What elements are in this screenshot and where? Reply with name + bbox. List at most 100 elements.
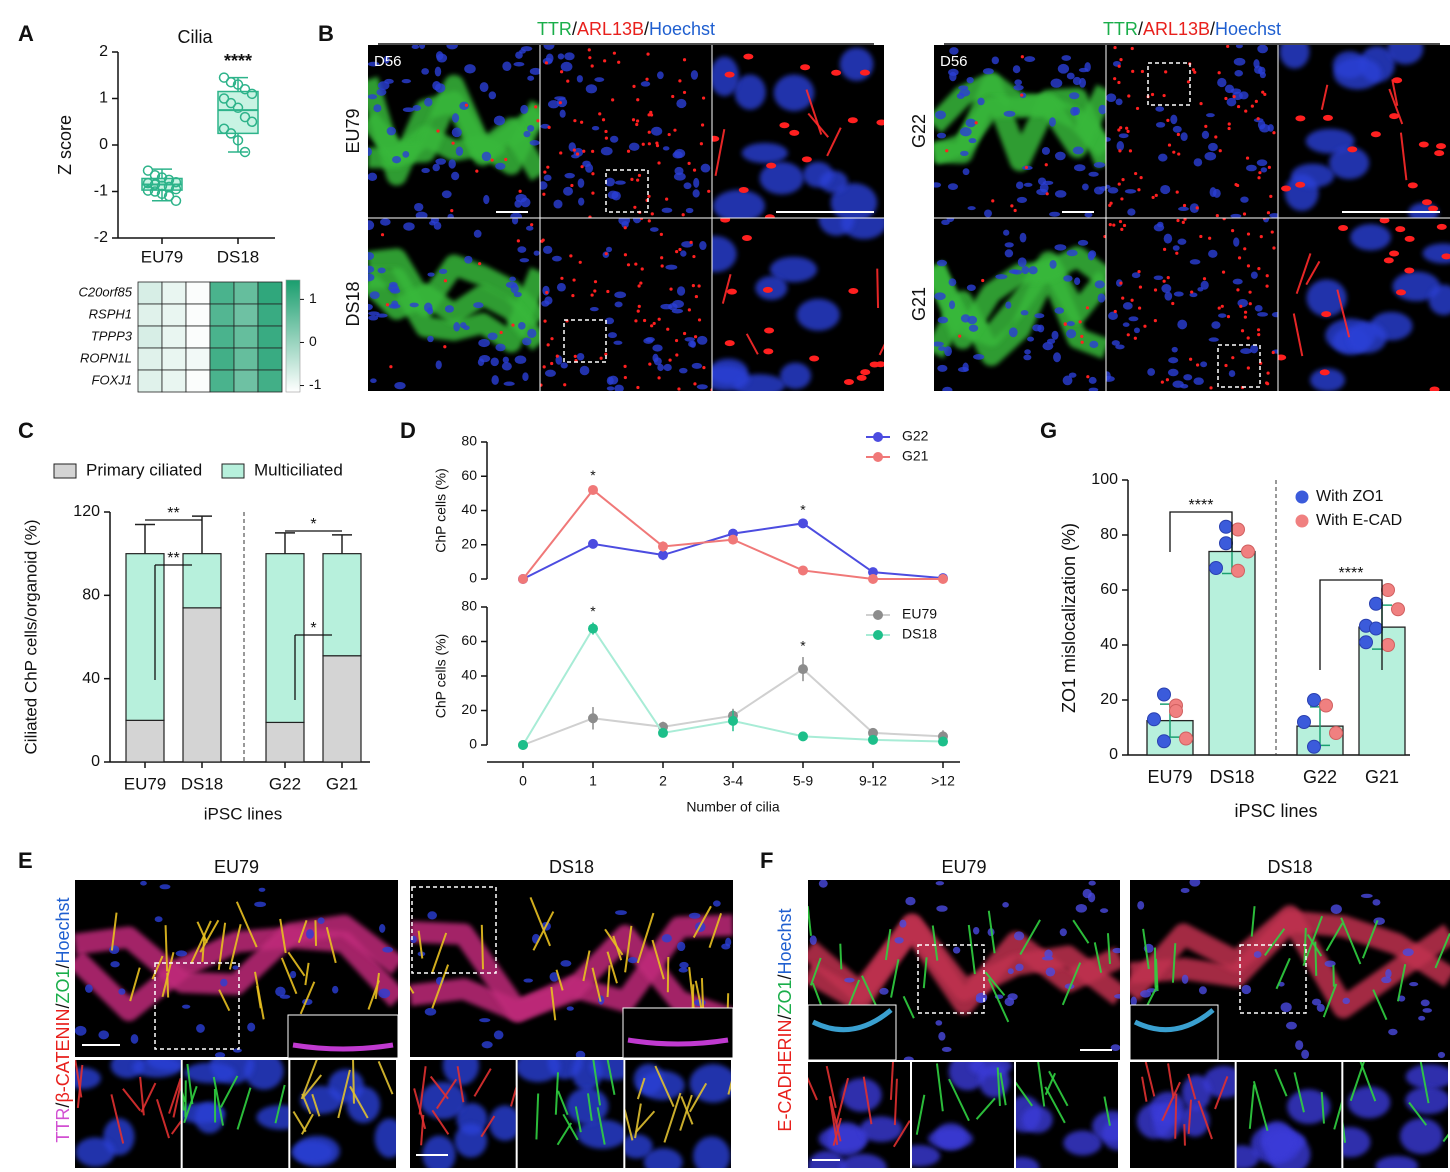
micrograph — [1278, 218, 1450, 391]
membrane — [554, 1072, 559, 1115]
nucleus — [1045, 967, 1056, 977]
nucleus — [696, 335, 708, 345]
nucleus — [935, 881, 945, 886]
nucleus — [1193, 377, 1204, 385]
nucleus — [936, 259, 948, 267]
nucleus — [557, 53, 565, 60]
nucleus — [291, 1140, 334, 1164]
nucleus — [110, 961, 120, 968]
nucleus — [683, 182, 692, 190]
nucleus — [377, 81, 390, 90]
nucleus — [1115, 98, 1123, 106]
data-point — [588, 713, 598, 724]
legend-label: DS18 — [902, 626, 937, 642]
membrane — [510, 1086, 516, 1107]
nucleus — [614, 291, 627, 299]
nucleus — [1066, 72, 1075, 80]
membrane — [636, 1077, 646, 1100]
nucleus — [1153, 223, 1165, 232]
legend-marker — [1295, 490, 1309, 504]
nucleus — [154, 916, 163, 923]
signal — [542, 192, 546, 196]
nucleus — [451, 171, 460, 181]
nucleus — [803, 161, 834, 188]
nucleus — [1269, 213, 1278, 218]
stain-part: β-CATENIN — [53, 1009, 73, 1103]
micrograph-content — [625, 1063, 731, 1168]
y-tick-label: 40 — [82, 670, 100, 687]
legend-marker — [873, 452, 883, 462]
nucleus — [949, 300, 956, 310]
nucleus — [734, 74, 766, 110]
nucleus — [934, 182, 942, 188]
membrane — [156, 1099, 170, 1139]
signal — [1231, 356, 1235, 360]
nucleus — [1024, 56, 1036, 62]
heatmap-cell — [161, 347, 187, 371]
nucleus — [1072, 107, 1081, 116]
membrane — [212, 1076, 225, 1126]
heatmap-cell — [209, 325, 235, 349]
signal — [1010, 204, 1014, 208]
nucleus — [579, 365, 590, 376]
data-point — [518, 740, 528, 750]
signal — [1237, 256, 1242, 260]
signal — [543, 319, 547, 323]
nucleus — [1098, 104, 1106, 115]
nucleus — [377, 267, 386, 274]
signal — [1153, 288, 1158, 292]
signal — [720, 218, 731, 223]
signal — [643, 318, 647, 323]
data-point — [225, 97, 237, 109]
data-point — [149, 186, 161, 197]
nucleus — [378, 988, 391, 999]
signal — [1175, 251, 1179, 255]
signal — [590, 293, 594, 297]
nucleus — [576, 352, 585, 361]
nucleus — [279, 994, 291, 999]
nucleus — [256, 1105, 289, 1130]
membrane — [301, 1113, 314, 1135]
signal — [707, 189, 711, 193]
nucleus — [809, 935, 817, 945]
heatmap-cell — [185, 281, 211, 305]
nucleus — [638, 1070, 685, 1100]
signal — [563, 383, 567, 387]
nucleus — [1387, 45, 1424, 65]
signal — [1128, 149, 1133, 153]
bar-segment — [265, 721, 305, 763]
signal — [655, 141, 659, 145]
annotation: * — [800, 501, 806, 517]
nucleus — [540, 181, 548, 190]
nucleus — [657, 71, 664, 80]
heatmap-cell — [209, 369, 235, 393]
nucleus — [529, 139, 540, 146]
nucleus — [346, 1086, 381, 1124]
nucleus — [958, 85, 969, 91]
nucleus — [380, 218, 391, 226]
nucleus — [98, 1030, 110, 1040]
signal — [571, 293, 575, 298]
membrane — [1061, 962, 1082, 1006]
nucleus — [559, 109, 566, 118]
nucleus — [553, 199, 563, 209]
membrane — [689, 1082, 708, 1113]
nucleus — [1024, 349, 1031, 355]
nucleus — [773, 74, 815, 112]
signal — [544, 61, 549, 65]
signal — [1024, 165, 1028, 170]
nucleus — [527, 125, 535, 132]
nucleus — [1360, 893, 1373, 899]
nucleus — [1301, 1049, 1310, 1059]
data-point — [518, 574, 528, 584]
signal — [697, 318, 702, 322]
nucleus — [451, 127, 462, 138]
signal — [1243, 315, 1247, 319]
signal — [560, 70, 564, 74]
stain-label: TTR/ARL13B/Hoechst — [1103, 19, 1281, 39]
signal — [636, 385, 640, 390]
y-tick-label: 0 — [469, 736, 477, 752]
membrane — [556, 1122, 573, 1146]
data-point — [658, 550, 668, 561]
